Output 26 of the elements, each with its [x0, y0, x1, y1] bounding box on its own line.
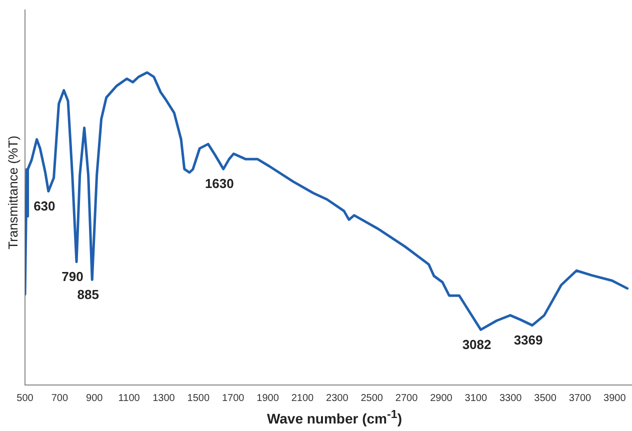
x-tick-label: 2100	[291, 392, 314, 404]
x-tick-label: 1500	[187, 392, 210, 404]
x-tick-label: 3500	[534, 392, 557, 404]
x-tick-label: 2900	[430, 392, 453, 404]
x-tick-label: 500	[16, 392, 34, 404]
annotation: 885	[77, 286, 99, 302]
x-tick-label: 3900	[604, 392, 626, 404]
annotation: 1630	[204, 176, 234, 192]
annotation: 3369	[514, 332, 543, 348]
y-axis-title: Transmittance (%T)	[6, 136, 20, 250]
annotation: 790	[62, 268, 84, 284]
x-tick-label: 2500	[360, 392, 384, 404]
x-tick-label: 1100	[118, 392, 140, 404]
annotation: 630	[34, 198, 56, 214]
x-tick-label: 3300	[499, 392, 522, 404]
annotation: 3082	[462, 336, 492, 352]
x-tick-label: 2300	[326, 392, 349, 404]
x-tick-label: 1700	[222, 392, 245, 404]
x-tick-label: 2700	[395, 392, 418, 404]
x-tick-label: 3700	[568, 392, 592, 404]
x-tick-label: 3100	[464, 392, 488, 404]
x-tick-label: 1300	[152, 392, 176, 404]
x-tick-label: 700	[51, 392, 68, 404]
x-tick-label: 1900	[256, 392, 280, 404]
x-tick-label: 900	[86, 392, 104, 404]
x-axis-title: Wave number (cm$^{-1}$)	[266, 408, 404, 427]
